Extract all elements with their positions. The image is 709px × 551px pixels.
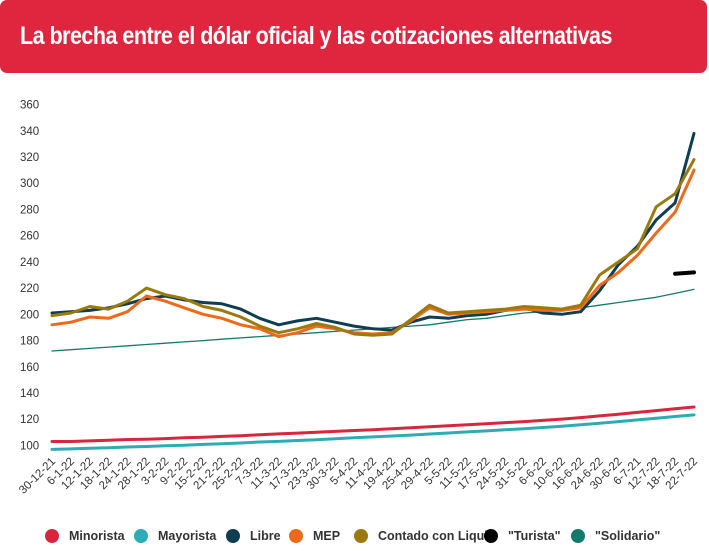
legend-label: "Solidario" (595, 529, 661, 543)
y-tick-label: 240 (20, 257, 39, 269)
legend-item: Minorista (45, 522, 125, 550)
legend-swatch (226, 529, 240, 543)
chart-legend: Minorista Mayorista Libre MEP Contado con Li… (0, 522, 709, 550)
legend-label: Minorista (69, 529, 125, 543)
y-tick-label: 320 (20, 152, 39, 164)
y-tick-label: 220 (20, 283, 39, 295)
y-tick-label: 200 (20, 309, 39, 321)
y-tick-label: 100 (20, 440, 39, 452)
legend-label: Mayorista (158, 529, 217, 543)
legend-item: Libre (226, 522, 281, 550)
line-chart: 100 120 140 160 180 200 220 240 260 280 300 320 340 3… (17, 100, 700, 497)
y-tick-label: 120 (20, 414, 39, 426)
legend-item: Mayorista (134, 522, 216, 550)
legend-swatch (484, 529, 498, 543)
legend-label: Libre (250, 529, 281, 543)
legend-swatch (45, 529, 59, 543)
series-line-mayorista (50, 413, 696, 451)
series-line-mep (50, 168, 696, 339)
legend-item: "Turista" (484, 522, 561, 550)
legend-label: "Turista" (508, 529, 561, 543)
y-tick-label: 360 (20, 100, 39, 112)
legend-swatch (134, 529, 148, 543)
legend-swatch (289, 529, 303, 543)
legend-item: "Solidario" (571, 522, 660, 550)
legend-swatch (354, 529, 368, 543)
legend-item: MEP (289, 522, 340, 550)
series-line-turista (673, 270, 696, 276)
legend-item: Contado con Liqui (354, 522, 488, 550)
legend-swatch (571, 529, 585, 543)
series-line-contado-con-liqui (50, 158, 696, 337)
series-line-libre (50, 131, 696, 332)
legend-label: Contado con Liqui (378, 529, 488, 543)
chart-title: La brecha entre el dólar oficial y las c… (20, 22, 612, 50)
legend-label: MEP (313, 529, 341, 543)
y-tick-label: 180 (20, 336, 39, 348)
y-tick-label: 160 (20, 362, 39, 374)
y-tick-label: 300 (20, 178, 39, 190)
y-tick-label: 340 (20, 126, 39, 138)
y-tick-label: 280 (20, 204, 39, 216)
y-tick-label: 260 (20, 231, 39, 243)
y-tick-label: 140 (20, 388, 39, 400)
title-banner: La brecha entre el dólar oficial y las c… (0, 0, 707, 73)
series-line-minorista (50, 405, 696, 443)
